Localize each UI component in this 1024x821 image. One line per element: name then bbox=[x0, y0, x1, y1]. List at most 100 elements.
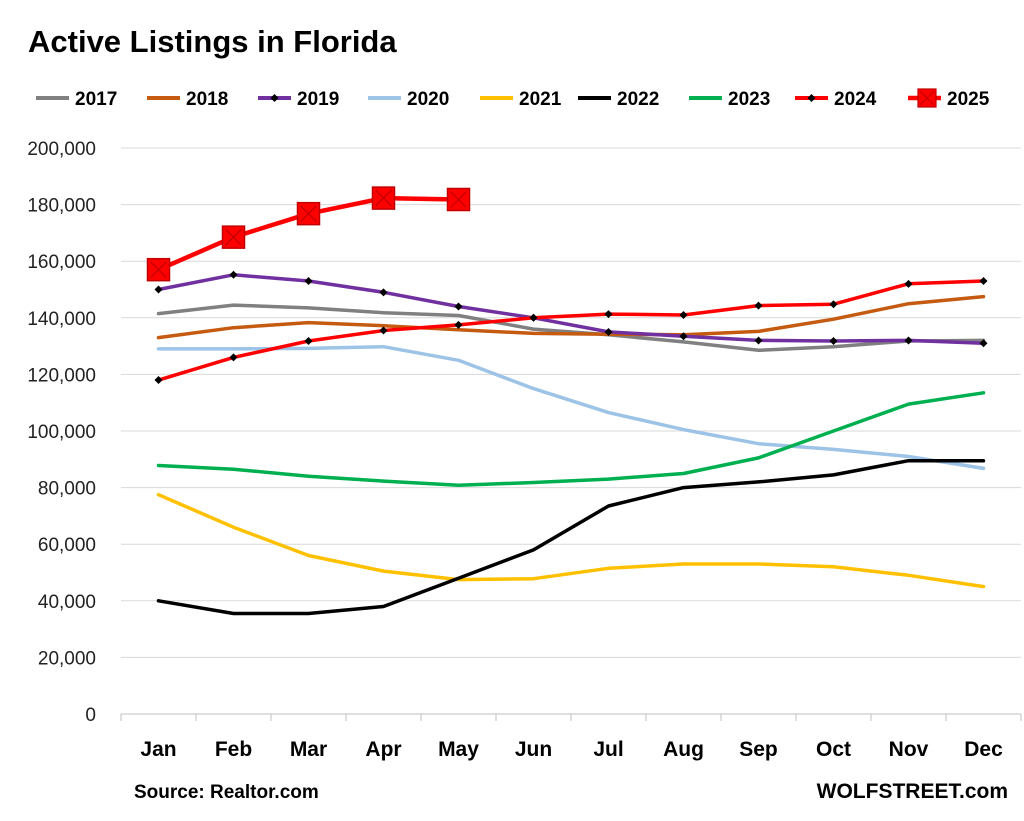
data-point-2024 bbox=[979, 277, 988, 286]
marker-cross bbox=[150, 261, 167, 279]
y-tick-label: 60,000 bbox=[38, 535, 96, 556]
series-line-2017 bbox=[156, 303, 986, 353]
series-line-2019 bbox=[156, 273, 986, 346]
data-point-2024 bbox=[304, 337, 313, 346]
data-point-2025 bbox=[221, 225, 246, 249]
series-2025 bbox=[146, 186, 471, 282]
series-2017 bbox=[156, 303, 986, 353]
legend-item-2017: 2017 bbox=[36, 89, 117, 110]
x-tick-label: Dec bbox=[964, 738, 1003, 761]
data-point-2019 bbox=[379, 288, 388, 297]
y-tick-label: 100,000 bbox=[27, 422, 96, 443]
legend-item-2019: 2019 bbox=[258, 89, 339, 110]
x-tick-label: Feb bbox=[215, 738, 252, 761]
series-group bbox=[146, 186, 988, 616]
x-tick-label: Sep bbox=[739, 738, 778, 761]
data-point-2024 bbox=[754, 301, 763, 310]
data-point-2019 bbox=[904, 336, 913, 345]
data-point-2024 bbox=[829, 300, 838, 309]
x-axis: Jan Feb Mar Apr May Jun Jul Aug Sep Oct Nov Dec bbox=[120, 713, 1022, 761]
legend-label: 2023 bbox=[728, 89, 770, 110]
legend-label: 2024 bbox=[834, 89, 877, 110]
data-point-2019 bbox=[679, 332, 688, 341]
legend-item-2025: 2025 bbox=[908, 88, 990, 110]
legend-label: 2025 bbox=[947, 89, 990, 110]
source-note: Source: Realtor.com bbox=[134, 782, 319, 803]
x-tick-label: Aug bbox=[663, 738, 704, 761]
x-tick-label: Jul bbox=[593, 738, 623, 761]
legend-item-2022: 2022 bbox=[578, 89, 659, 110]
data-point-2025 bbox=[446, 187, 471, 212]
legend-label: 2020 bbox=[407, 89, 449, 110]
brand-watermark: WOLFSTREET.com bbox=[817, 780, 1008, 803]
y-tick-label: 180,000 bbox=[27, 196, 96, 217]
data-point-2025 bbox=[296, 201, 321, 226]
legend: 2017 2018 2019 2020 2021 2022 2023 2024 2025 bbox=[36, 88, 990, 110]
legend-item-2020: 2020 bbox=[368, 89, 449, 110]
y-tick-label: 200,000 bbox=[27, 139, 96, 160]
series-line-2023 bbox=[156, 391, 986, 488]
x-tick-label: Oct bbox=[816, 738, 851, 761]
legend-item-2018: 2018 bbox=[147, 89, 228, 110]
series-2023 bbox=[156, 391, 986, 488]
data-point-2024 bbox=[604, 310, 613, 319]
y-tick-label: 20,000 bbox=[38, 648, 96, 669]
y-axis: 0 20,000 40,000 60,000 80,000 100,000 120,000 1… bbox=[27, 139, 96, 726]
legend-label: 2018 bbox=[186, 89, 228, 110]
chart-title: Active Listings in Florida bbox=[28, 24, 397, 59]
y-tick-label: 140,000 bbox=[27, 309, 96, 330]
x-tick-label: Nov bbox=[889, 738, 929, 761]
legend-marker bbox=[270, 94, 279, 102]
x-tick-label: May bbox=[438, 738, 479, 761]
y-tick-label: 160,000 bbox=[27, 252, 96, 273]
series-line-2022 bbox=[156, 458, 986, 616]
y-tick-label: 40,000 bbox=[38, 592, 96, 613]
y-tick-label: 80,000 bbox=[38, 479, 96, 500]
series-2019 bbox=[154, 270, 988, 348]
marker-cross bbox=[450, 191, 467, 208]
data-point-2024 bbox=[379, 326, 388, 335]
series-line-2024 bbox=[156, 279, 986, 382]
series-2022 bbox=[156, 458, 986, 616]
marker-cross bbox=[225, 228, 242, 246]
x-tick-label: Apr bbox=[365, 738, 401, 761]
data-point-2024 bbox=[229, 353, 238, 362]
marker-cross bbox=[375, 189, 392, 207]
data-point-2025 bbox=[371, 186, 396, 210]
y-tick-label: 120,000 bbox=[27, 365, 96, 386]
data-point-2019 bbox=[829, 337, 838, 346]
x-tick-label: Jun bbox=[515, 738, 552, 761]
data-point-2024 bbox=[454, 320, 463, 329]
series-2018 bbox=[156, 294, 986, 340]
x-tick-label: Jan bbox=[140, 738, 176, 761]
legend-item-2021: 2021 bbox=[480, 89, 562, 110]
data-point-2019 bbox=[604, 327, 613, 336]
series-2020 bbox=[156, 344, 986, 471]
series-line-2020 bbox=[156, 344, 986, 471]
data-point-2024 bbox=[154, 376, 163, 385]
marker-cross bbox=[300, 205, 317, 223]
legend-marker-cross bbox=[919, 90, 935, 106]
data-point-2025 bbox=[146, 257, 171, 282]
x-tick-label: Mar bbox=[290, 738, 327, 761]
data-point-2024 bbox=[529, 313, 538, 322]
legend-marker bbox=[807, 94, 816, 102]
data-point-2024 bbox=[679, 310, 688, 319]
series-line-2021 bbox=[156, 492, 986, 589]
legend-label: 2021 bbox=[519, 89, 562, 110]
data-point-2019 bbox=[304, 277, 313, 286]
legend-label: 2022 bbox=[617, 89, 659, 110]
data-point-2024 bbox=[904, 279, 913, 288]
legend-item-2023: 2023 bbox=[689, 89, 770, 110]
series-line-2018 bbox=[156, 294, 986, 340]
data-point-2019 bbox=[154, 285, 163, 294]
series-2024 bbox=[154, 277, 988, 385]
data-point-2019 bbox=[754, 336, 763, 345]
legend-item-2024: 2024 bbox=[795, 89, 877, 110]
y-tick-label: 0 bbox=[85, 705, 96, 726]
data-point-2019 bbox=[979, 339, 988, 348]
data-point-2019 bbox=[229, 270, 238, 279]
gridlines bbox=[121, 147, 1021, 658]
legend-label: 2019 bbox=[297, 89, 339, 110]
